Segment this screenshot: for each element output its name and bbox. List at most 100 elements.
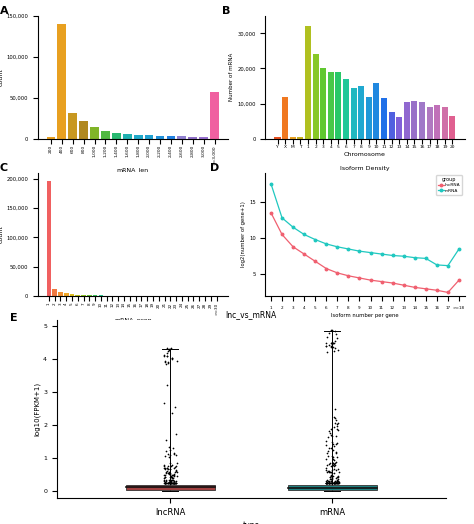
Point (168, 354, 176, 363)
Point (168, 474, 176, 483)
Point (161, 462, 168, 470)
Point (162, 473, 169, 481)
Bar (449, 116, 456, 139)
Point (161, 479, 169, 487)
Point (168, 354, 175, 362)
Point (164, 468, 172, 477)
Point (163, 467, 170, 476)
Legend: lncRNA, mRNA: lncRNA, mRNA (437, 175, 462, 194)
Point (327, 479, 334, 487)
Point (334, 473, 341, 482)
Point (324, 467, 331, 475)
Point (166, 469, 174, 477)
Bar (351, 88, 356, 139)
Point (166, 477, 173, 485)
Point (161, 473, 168, 481)
Bar (328, 72, 334, 139)
Point (330, 462, 338, 471)
Point (162, 479, 169, 487)
Point (326, 478, 333, 486)
Point (170, 472, 178, 481)
Point (331, 479, 339, 487)
Point (329, 472, 337, 481)
Bar (90, 127, 99, 139)
X-axis label: Isoform number per gene: Isoform number per gene (331, 312, 399, 318)
Point (170, 479, 177, 487)
Point (323, 479, 330, 487)
Text: E: E (10, 312, 18, 322)
Point (160, 351, 168, 359)
Point (332, 416, 340, 424)
Point (168, 409, 176, 417)
Point (171, 479, 178, 487)
Point (170, 479, 177, 487)
Point (335, 479, 342, 487)
Point (330, 479, 338, 487)
Bar (134, 135, 143, 139)
Point (164, 380, 171, 389)
Point (326, 474, 334, 483)
Point (167, 476, 175, 485)
Point (327, 476, 335, 485)
Point (165, 470, 173, 478)
Point (168, 473, 176, 481)
Point (329, 458, 337, 467)
Point (166, 458, 174, 467)
Point (169, 479, 177, 487)
Point (329, 454, 337, 463)
Point (163, 435, 170, 444)
Point (325, 341, 333, 350)
Point (171, 403, 179, 411)
Point (330, 477, 337, 486)
Point (167, 476, 175, 485)
Point (323, 449, 331, 457)
Point (333, 477, 341, 485)
Point (334, 419, 342, 428)
Point (169, 479, 176, 487)
Point (160, 477, 168, 485)
Point (171, 468, 179, 477)
Bar (396, 117, 402, 139)
Point (328, 343, 335, 351)
Point (329, 479, 337, 487)
Y-axis label: count: count (0, 225, 3, 244)
Point (170, 479, 178, 487)
Bar (145, 135, 154, 139)
Point (169, 479, 176, 487)
Point (334, 477, 341, 485)
Point (330, 479, 338, 487)
Bar (70, 294, 74, 296)
Bar (381, 99, 387, 139)
Bar (87, 295, 91, 296)
Point (332, 476, 339, 485)
Point (167, 473, 174, 481)
Point (333, 420, 340, 429)
Point (163, 352, 171, 361)
Point (161, 479, 169, 487)
Point (326, 473, 333, 481)
Point (329, 461, 337, 470)
Point (328, 431, 335, 439)
Point (169, 471, 176, 479)
Point (328, 475, 335, 483)
Point (334, 476, 341, 484)
Bar (442, 107, 448, 139)
Point (169, 479, 177, 487)
Bar (282, 96, 288, 139)
Point (167, 344, 174, 352)
Point (329, 452, 337, 461)
Text: B: B (222, 6, 230, 16)
Point (333, 479, 340, 487)
Point (324, 479, 331, 487)
Point (163, 344, 170, 352)
Point (164, 479, 172, 487)
Point (328, 338, 336, 346)
Point (322, 342, 330, 351)
Point (166, 345, 174, 354)
Text: A: A (0, 6, 9, 16)
Bar (389, 113, 395, 139)
Point (324, 476, 331, 485)
Point (328, 325, 335, 334)
Point (332, 478, 340, 486)
Point (163, 464, 171, 472)
